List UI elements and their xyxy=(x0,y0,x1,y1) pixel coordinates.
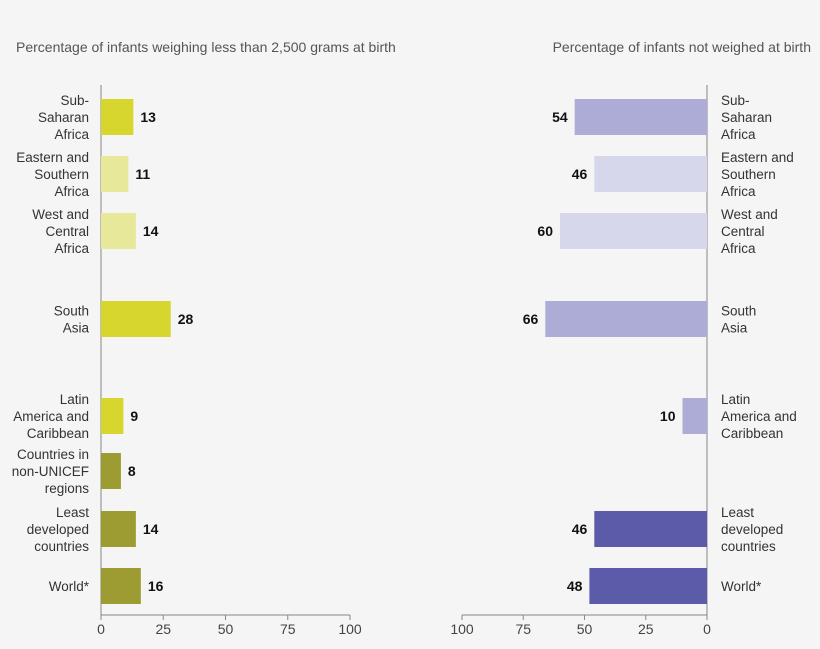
category-label: Africa xyxy=(54,184,89,199)
data-label: 46 xyxy=(572,166,588,182)
bar-latin-america-and-caribbean xyxy=(101,398,124,434)
left-chart-title: Percentage of infants weighing less than… xyxy=(16,39,396,55)
data-label: 54 xyxy=(552,109,568,125)
low-birthweight-panel: 0 25 50 75 100 13 Sub- Saharan Africa 11 Eastern a… xyxy=(12,85,362,637)
category-label: Asia xyxy=(721,321,748,336)
category-label: Eastern and xyxy=(16,150,89,165)
bar-least-developed-countries xyxy=(594,511,707,547)
category-label: non-UNICEF xyxy=(12,464,89,479)
not-weighed-panel: 100 75 50 25 0 54 Sub- Saharan Africa 46 Eastern a… xyxy=(450,85,797,637)
category-label: World* xyxy=(49,579,90,594)
category-label: America and xyxy=(721,409,797,424)
category-label: regions xyxy=(45,481,90,496)
data-label: 9 xyxy=(130,408,138,424)
data-label: 28 xyxy=(178,311,194,327)
category-label: Latin xyxy=(721,392,750,407)
data-label: 60 xyxy=(537,223,553,239)
category-label: developed xyxy=(721,522,783,537)
bar-world xyxy=(589,568,707,604)
x-tick-label: 50 xyxy=(218,621,234,637)
bar-sub-saharan-africa xyxy=(574,99,707,135)
data-label: 16 xyxy=(148,578,164,594)
x-tick-label: 25 xyxy=(155,621,171,637)
category-label: Saharan xyxy=(721,110,772,125)
bar-west-and-central-africa xyxy=(101,213,136,249)
x-tick-label: 50 xyxy=(577,621,593,637)
category-label: Caribbean xyxy=(721,426,783,441)
category-label: Caribbean xyxy=(27,426,89,441)
data-label: 11 xyxy=(135,166,150,182)
x-tick-label: 75 xyxy=(515,621,531,637)
x-tick-label: 0 xyxy=(703,621,711,637)
bar-countries-in-non-unicef-regions xyxy=(101,453,121,489)
category-label: Central xyxy=(721,224,765,239)
data-label: 13 xyxy=(140,109,156,125)
category-label: West and xyxy=(721,207,778,222)
category-label: Least xyxy=(56,505,89,520)
category-label: Saharan xyxy=(38,110,89,125)
category-label: Central xyxy=(45,224,89,239)
category-label: West and xyxy=(32,207,89,222)
x-tick-label: 0 xyxy=(97,621,105,637)
category-label: Sub- xyxy=(721,93,750,108)
x-tick-label: 100 xyxy=(450,621,474,637)
category-label: Latin xyxy=(60,392,89,407)
x-tick-label: 100 xyxy=(338,621,362,637)
category-label: Africa xyxy=(54,127,89,142)
bar-least-developed-countries xyxy=(101,511,136,547)
category-label: countries xyxy=(721,539,776,554)
data-label: 10 xyxy=(660,408,676,424)
data-label: 14 xyxy=(143,223,159,239)
x-tick-label: 75 xyxy=(280,621,296,637)
category-label: Africa xyxy=(721,241,756,256)
category-label: Africa xyxy=(721,127,756,142)
data-label: 8 xyxy=(128,463,136,479)
bar-sub-saharan-africa xyxy=(101,99,134,135)
category-label: Eastern and xyxy=(721,150,794,165)
category-label: Africa xyxy=(721,184,756,199)
data-label: 66 xyxy=(523,311,539,327)
category-label: Southern xyxy=(721,167,776,182)
right-chart-title: Percentage of infants not weighed at bir… xyxy=(553,39,811,55)
bar-eastern-and-southern-africa xyxy=(594,156,707,192)
x-tick-label: 25 xyxy=(638,621,654,637)
category-label: Africa xyxy=(54,241,89,256)
category-label: South xyxy=(721,304,756,319)
category-label: South xyxy=(54,304,89,319)
data-label: 14 xyxy=(143,521,159,537)
category-label: World* xyxy=(721,579,762,594)
category-label: Sub- xyxy=(60,93,89,108)
category-label: countries xyxy=(34,539,89,554)
bar-world xyxy=(101,568,141,604)
bar-west-and-central-africa xyxy=(560,213,707,249)
category-label: Countries in xyxy=(17,447,89,462)
category-label: Southern xyxy=(34,167,89,182)
bar-south-asia xyxy=(545,301,707,337)
bar-south-asia xyxy=(101,301,171,337)
data-label: 48 xyxy=(567,578,583,594)
category-label: developed xyxy=(27,522,89,537)
category-label: America and xyxy=(13,409,89,424)
bar-eastern-and-southern-africa xyxy=(101,156,129,192)
category-label: Asia xyxy=(63,321,90,336)
category-label: Least xyxy=(721,505,754,520)
data-label: 46 xyxy=(572,521,588,537)
bar-latin-america-and-caribbean xyxy=(682,398,707,434)
